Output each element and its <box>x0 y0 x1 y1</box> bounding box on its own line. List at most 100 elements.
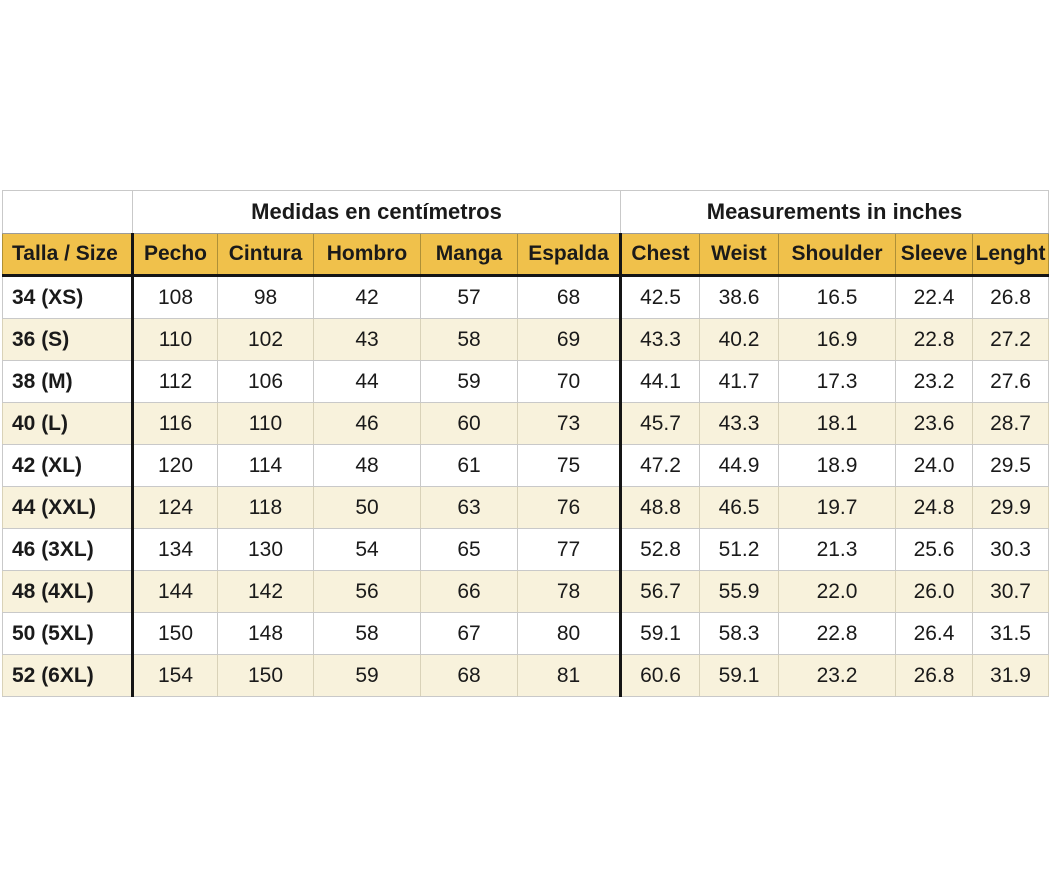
table-row: 50 (5XL) 150 148 58 67 80 59.1 58.3 22.8 26.4 31.5 <box>2 612 1050 655</box>
inches-value-cell: 28.7 <box>971 402 1050 445</box>
cm-value-cell: 150 <box>217 654 314 697</box>
group-header-row: Medidas en centímetros Measurements in i… <box>2 190 1050 234</box>
cm-value-cell: 112 <box>132 360 218 403</box>
cm-value-cell: 46 <box>313 402 421 445</box>
table-row: 52 (6XL) 154 150 59 68 81 60.6 59.1 23.2 26.8 31.9 <box>2 654 1050 697</box>
table-row: 40 (L) 116 110 46 60 73 45.7 43.3 18.1 23.6 28.7 <box>2 402 1050 445</box>
table-row: 38 (M) 112 106 44 59 70 44.1 41.7 17.3 23.2 27.6 <box>2 360 1050 403</box>
corner-cell <box>2 190 133 234</box>
inches-value-cell: 52.8 <box>620 528 700 571</box>
size-cell: 40 (L) <box>2 402 134 445</box>
table-row: 44 (XXL) 124 118 50 63 76 48.8 46.5 19.7 24.8 29.9 <box>2 486 1050 529</box>
cm-value-cell: 118 <box>217 486 314 529</box>
size-cell: 38 (M) <box>2 360 134 403</box>
cm-value-cell: 76 <box>517 486 622 529</box>
cm-group-title: Medidas en centímetros <box>132 190 621 234</box>
inches-value-cell: 26.0 <box>895 570 973 613</box>
size-cell: 48 (4XL) <box>2 570 134 613</box>
inches-value-cell: 44.9 <box>699 444 779 487</box>
cm-value-cell: 142 <box>217 570 314 613</box>
col-header-chest: Chest <box>620 233 700 277</box>
cm-value-cell: 68 <box>420 654 518 697</box>
col-header-hombro: Hombro <box>313 233 421 277</box>
col-header-lenght: Lenght <box>971 233 1050 277</box>
col-header-weist: Weist <box>699 233 779 277</box>
cm-value-cell: 144 <box>132 570 218 613</box>
size-cell: 50 (5XL) <box>2 612 134 655</box>
cm-value-cell: 150 <box>132 612 218 655</box>
inches-value-cell: 51.2 <box>699 528 779 571</box>
cm-value-cell: 66 <box>420 570 518 613</box>
inches-value-cell: 48.8 <box>620 486 700 529</box>
inches-value-cell: 22.8 <box>895 318 973 361</box>
cm-value-cell: 73 <box>517 402 622 445</box>
inches-value-cell: 22.8 <box>778 612 896 655</box>
table-row: 42 (XL) 120 114 48 61 75 47.2 44.9 18.9 24.0 29.5 <box>2 444 1050 487</box>
table-row: 48 (4XL) 144 142 56 66 78 56.7 55.9 22.0 26.0 30.7 <box>2 570 1050 613</box>
inches-value-cell: 30.3 <box>971 528 1050 571</box>
cm-value-cell: 130 <box>217 528 314 571</box>
col-header-pecho: Pecho <box>132 233 218 277</box>
cm-value-cell: 68 <box>517 275 622 319</box>
inches-value-cell: 24.0 <box>895 444 973 487</box>
col-header-espalda: Espalda <box>517 233 622 277</box>
inches-value-cell: 41.7 <box>699 360 779 403</box>
inches-value-cell: 23.6 <box>895 402 973 445</box>
size-chart-table: Medidas en centímetros Measurements in i… <box>2 190 1050 697</box>
inches-value-cell: 56.7 <box>620 570 700 613</box>
inches-value-cell: 55.9 <box>699 570 779 613</box>
inches-value-cell: 31.5 <box>971 612 1050 655</box>
cm-value-cell: 134 <box>132 528 218 571</box>
inches-value-cell: 16.5 <box>778 275 896 319</box>
cm-value-cell: 78 <box>517 570 622 613</box>
inches-value-cell: 25.6 <box>895 528 973 571</box>
size-chart: Medidas en centímetros Measurements in i… <box>2 190 1050 697</box>
inches-value-cell: 58.3 <box>699 612 779 655</box>
cm-value-cell: 81 <box>517 654 622 697</box>
inches-value-cell: 22.4 <box>895 275 973 319</box>
inches-value-cell: 47.2 <box>620 444 700 487</box>
size-cell: 36 (S) <box>2 318 134 361</box>
cm-value-cell: 65 <box>420 528 518 571</box>
cm-value-cell: 43 <box>313 318 421 361</box>
cm-value-cell: 77 <box>517 528 622 571</box>
col-header-cintura: Cintura <box>217 233 314 277</box>
cm-value-cell: 69 <box>517 318 622 361</box>
col-header-sleeve: Sleeve <box>895 233 973 277</box>
table-row: 46 (3XL) 134 130 54 65 77 52.8 51.2 21.3 25.6 30.3 <box>2 528 1050 571</box>
inches-value-cell: 59.1 <box>699 654 779 697</box>
inches-value-cell: 31.9 <box>971 654 1050 697</box>
cm-value-cell: 58 <box>313 612 421 655</box>
inches-value-cell: 23.2 <box>895 360 973 403</box>
table-row: 34 (XS) 108 98 42 57 68 42.5 38.6 16.5 22.4 26.8 <box>2 275 1050 319</box>
inches-value-cell: 16.9 <box>778 318 896 361</box>
cm-value-cell: 44 <box>313 360 421 403</box>
inches-value-cell: 42.5 <box>620 275 700 319</box>
inches-value-cell: 18.1 <box>778 402 896 445</box>
inches-value-cell: 44.1 <box>620 360 700 403</box>
cm-value-cell: 110 <box>132 318 218 361</box>
size-cell: 46 (3XL) <box>2 528 134 571</box>
cm-value-cell: 56 <box>313 570 421 613</box>
cm-value-cell: 67 <box>420 612 518 655</box>
cm-value-cell: 124 <box>132 486 218 529</box>
cm-value-cell: 98 <box>217 275 314 319</box>
cm-value-cell: 60 <box>420 402 518 445</box>
size-cell: 42 (XL) <box>2 444 134 487</box>
cm-value-cell: 80 <box>517 612 622 655</box>
cm-value-cell: 108 <box>132 275 218 319</box>
inches-group-title: Measurements in inches <box>619 190 1050 234</box>
inches-value-cell: 29.9 <box>971 486 1050 529</box>
cm-value-cell: 54 <box>313 528 421 571</box>
cm-value-cell: 120 <box>132 444 218 487</box>
cm-value-cell: 70 <box>517 360 622 403</box>
cm-value-cell: 42 <box>313 275 421 319</box>
inches-value-cell: 26.4 <box>895 612 973 655</box>
table-row: 36 (S) 110 102 43 58 69 43.3 40.2 16.9 22.8 27.2 <box>2 318 1050 361</box>
cm-value-cell: 58 <box>420 318 518 361</box>
cm-value-cell: 57 <box>420 275 518 319</box>
inches-value-cell: 38.6 <box>699 275 779 319</box>
inches-value-cell: 24.8 <box>895 486 973 529</box>
cm-value-cell: 50 <box>313 486 421 529</box>
inches-value-cell: 30.7 <box>971 570 1050 613</box>
